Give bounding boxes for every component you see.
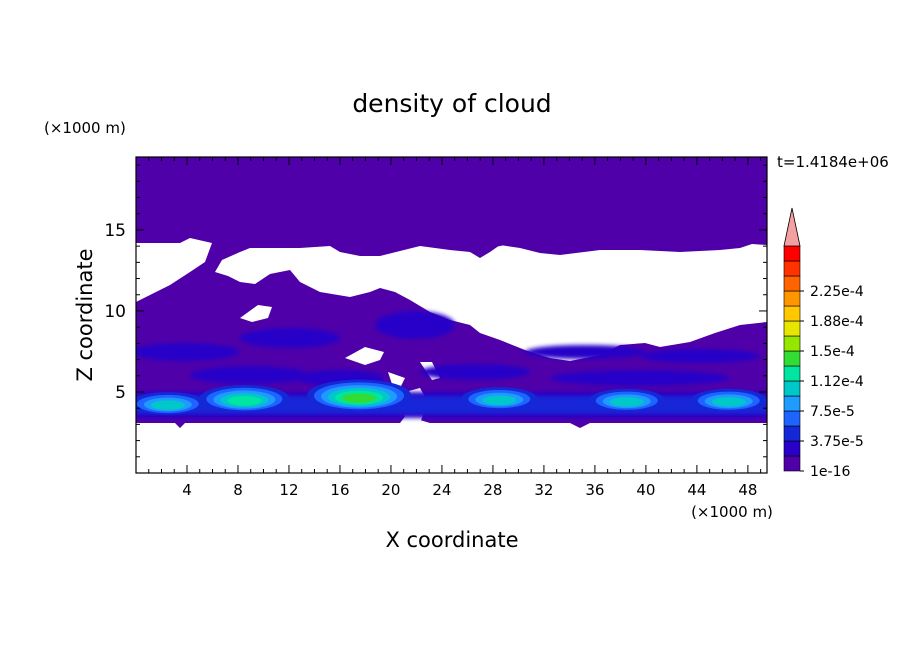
colorbar-tick-label: 3.75e-5: [810, 434, 864, 450]
colorbar-tick-label: 1.88e-4: [810, 314, 864, 330]
core-contour-2-level-6: [227, 396, 262, 406]
y-unit-label: (×1000 m): [44, 119, 126, 137]
y-axis-label: Z coordinate: [73, 248, 97, 381]
colorbar-box-13: [783, 260, 801, 277]
colorbar-box-5: [783, 380, 801, 397]
colorbar-box-6: [783, 365, 801, 382]
colorbar-box-14: [783, 245, 801, 262]
core-contour-1-level-5: [150, 400, 185, 410]
x-tick-label: 8: [233, 481, 243, 499]
y-tick-label: 5: [115, 383, 126, 403]
colorbar-box-8: [783, 335, 801, 352]
x-tick-label: 40: [636, 481, 655, 499]
y-axis: 5 10 15: [104, 164, 767, 458]
core-contour-5-level-5: [609, 397, 644, 407]
core-contour-4-level-5: [482, 395, 517, 405]
high-cloud-patch-2: [580, 208, 683, 226]
cloud-layer-main: [136, 157, 767, 428]
colorbar-tick-label: 2.25e-4: [810, 284, 864, 300]
core-contours: [136, 379, 767, 415]
chart-title: density of cloud: [352, 89, 551, 118]
high-cloud-patch-1: [258, 205, 438, 236]
x-tick-label: 24: [432, 481, 451, 499]
colorbar-box-7: [783, 350, 801, 367]
x-axis: 4 8 12 16 20 24 28 32 36 40 44 48: [148, 157, 762, 499]
colorbar-box-0: [783, 455, 801, 472]
colorbar-tick-label: 1.12e-4: [810, 374, 864, 390]
colorbar-box-2: [783, 425, 801, 442]
colorbar-box-4: [783, 395, 801, 412]
x-tick-label: 32: [534, 481, 553, 499]
y-tick-label: 10: [104, 302, 126, 322]
colorbar: 1e-16 3.75e-5 7.5e-5 1.12e-4 1.5e-4 1.88e-4 2.…: [783, 207, 864, 480]
x-unit-label: (×1000 m): [691, 503, 773, 521]
x-tick-label: 36: [585, 481, 604, 499]
colorbar-tick-label: 1e-16: [810, 464, 850, 480]
time-label: t=1.4184e+06: [777, 153, 889, 171]
colorbar-tick-label: 7.5e-5: [810, 404, 855, 420]
level-2-contours: [136, 311, 760, 386]
y-tick-label: 15: [104, 221, 126, 241]
colorbar-box-9: [783, 320, 801, 337]
high-cloud-patch-4: [455, 238, 505, 248]
colorbar-extend-triangle: [783, 207, 801, 247]
colorbar-box-1: [783, 440, 801, 457]
colorbar-tick-label: 1.5e-4: [810, 344, 855, 360]
colorbar-box-12: [783, 275, 801, 292]
colorbar-box-11: [783, 290, 801, 307]
core-contour-3-level-7: [342, 393, 377, 403]
x-tick-label: 48: [738, 481, 757, 499]
x-tick-label: 44: [687, 481, 706, 499]
colorbar-box-10: [783, 305, 801, 322]
x-axis-label: X coordinate: [385, 528, 518, 552]
x-tick-label: 20: [381, 481, 400, 499]
core-contour-6-level-5: [711, 397, 746, 407]
colorbar-box-3: [783, 410, 801, 427]
plot-frame: [135, 156, 768, 474]
high-cloud-patch-3: [340, 235, 380, 250]
x-tick-label: 28: [483, 481, 502, 499]
x-tick-label: 12: [279, 481, 298, 499]
x-tick-label: 16: [330, 481, 349, 499]
x-tick-label: 4: [182, 481, 192, 499]
contour-field: [136, 157, 767, 428]
